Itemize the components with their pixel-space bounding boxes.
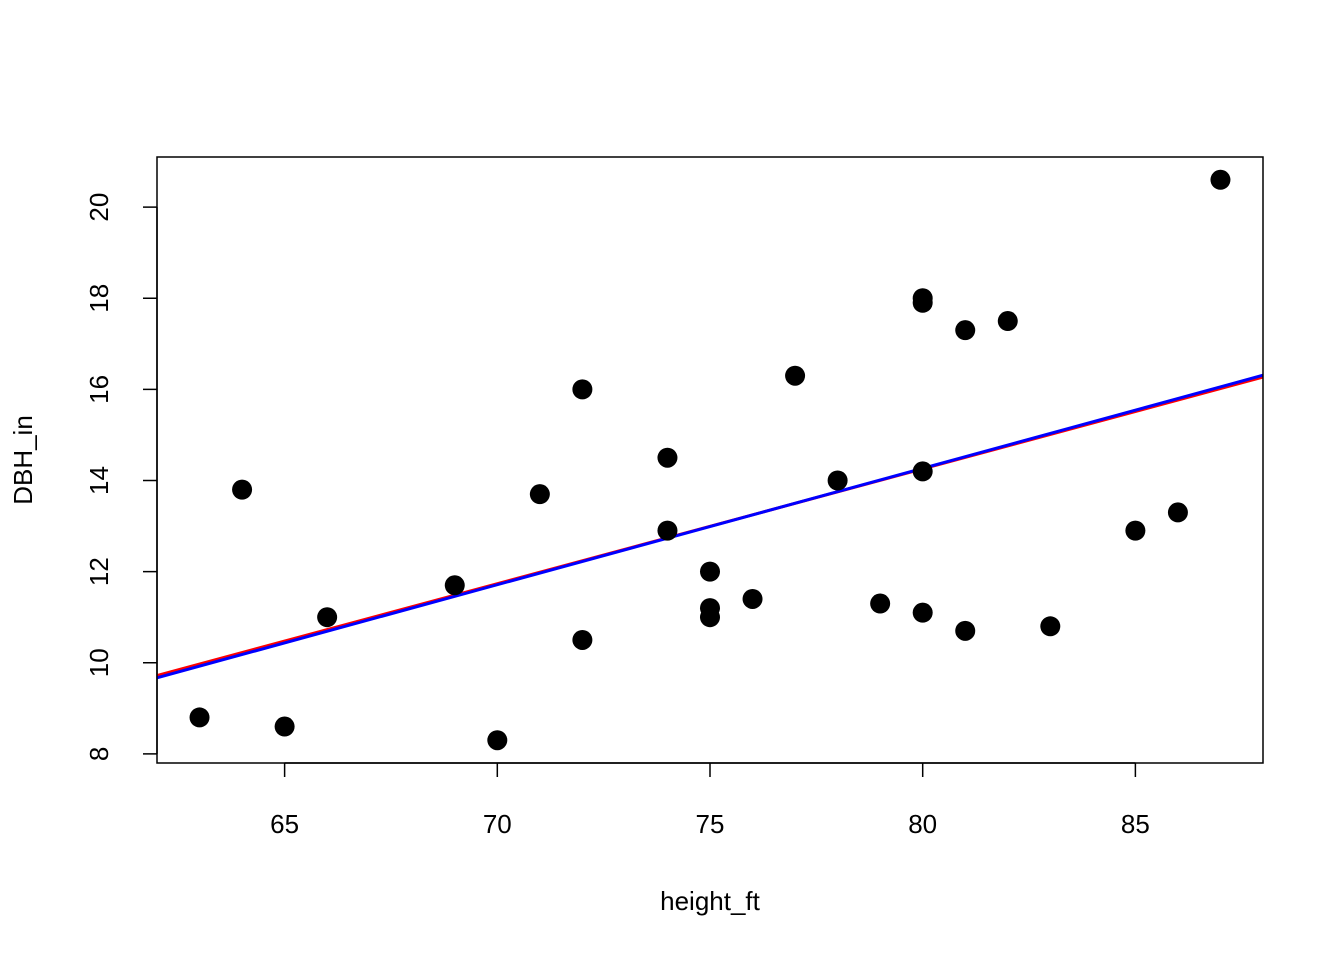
data-point bbox=[870, 593, 891, 614]
plot-frame bbox=[156, 156, 1264, 764]
y-tick-label: 18 bbox=[84, 284, 114, 313]
data-point bbox=[1210, 169, 1231, 190]
data-point bbox=[912, 602, 933, 623]
y-tick-label: 8 bbox=[84, 747, 114, 761]
data-point bbox=[1040, 616, 1061, 637]
data-point bbox=[232, 479, 253, 500]
x-tick-label: 65 bbox=[270, 809, 299, 839]
data-point bbox=[189, 707, 210, 728]
data-point bbox=[955, 620, 976, 641]
data-point bbox=[997, 311, 1018, 332]
data-point bbox=[274, 716, 295, 737]
x-tick-label: 85 bbox=[1121, 809, 1150, 839]
data-point bbox=[487, 730, 508, 751]
data-point bbox=[1167, 502, 1188, 523]
y-tick-label: 10 bbox=[84, 648, 114, 677]
data-point bbox=[955, 320, 976, 341]
data-points bbox=[189, 169, 1231, 751]
data-point bbox=[785, 365, 806, 386]
data-point bbox=[444, 575, 465, 596]
data-point bbox=[1125, 520, 1146, 541]
data-point bbox=[572, 379, 593, 400]
data-point bbox=[912, 461, 933, 482]
data-point bbox=[700, 607, 720, 628]
x-axis: 65 70 75 80 85 bbox=[270, 762, 1150, 839]
data-point bbox=[572, 629, 593, 650]
data-point bbox=[317, 607, 338, 628]
data-point bbox=[742, 588, 763, 609]
fit-line-1 bbox=[157, 373, 1263, 680]
y-tick-label: 12 bbox=[84, 557, 114, 586]
data-point bbox=[827, 470, 848, 491]
y-tick-label: 20 bbox=[84, 193, 114, 222]
data-point bbox=[700, 561, 720, 582]
data-point bbox=[657, 520, 678, 541]
y-tick-label: 16 bbox=[84, 375, 114, 404]
data-point bbox=[912, 292, 933, 313]
data-point bbox=[657, 447, 678, 468]
fit-lines bbox=[157, 373, 1263, 680]
x-tick-label: 80 bbox=[908, 809, 937, 839]
x-tick-label: 75 bbox=[696, 809, 725, 839]
y-axis-title: DBH_in bbox=[8, 415, 38, 505]
x-tick-label: 70 bbox=[483, 809, 512, 839]
x-axis-title: height_ft bbox=[660, 886, 761, 916]
data-point bbox=[529, 484, 550, 505]
y-tick-label: 14 bbox=[84, 466, 114, 495]
